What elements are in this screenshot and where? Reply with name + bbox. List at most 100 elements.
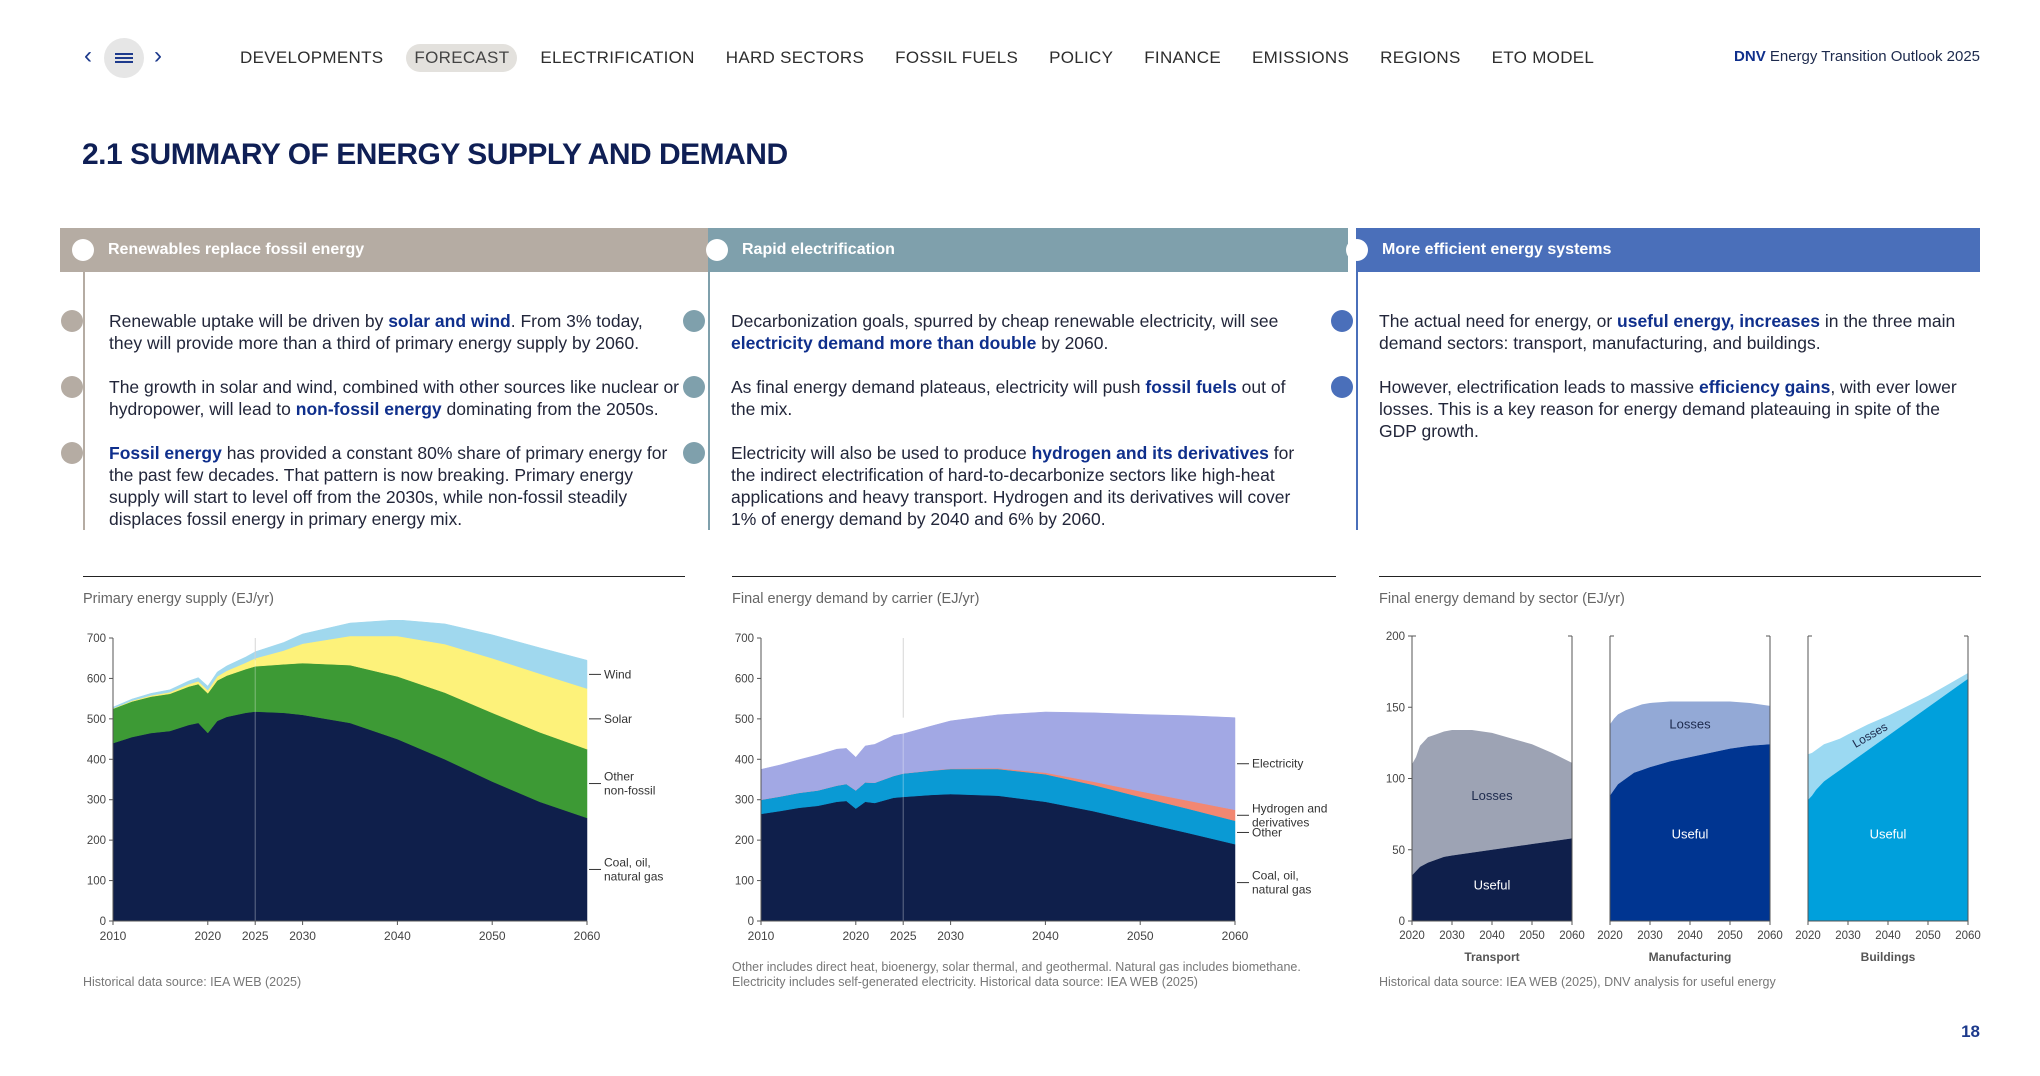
- bullet-text: However, electrification leads to massiv…: [1379, 377, 1699, 397]
- area-wind: [112, 620, 588, 709]
- y-tick-label: 50: [1392, 845, 1405, 857]
- legend-label-other: Other: [1252, 825, 1282, 839]
- brand-logo-text: DNV: [1734, 48, 1766, 65]
- area-losses-buildings: [1808, 673, 1968, 800]
- chevron-left-icon[interactable]: ‹: [84, 42, 92, 69]
- area-label-useful: Useful: [1672, 826, 1709, 841]
- x-tick-label: 2050: [1519, 930, 1545, 942]
- x-tick-label: 2020: [842, 929, 869, 943]
- bullet-text: As final energy demand plateaus, electri…: [731, 377, 1146, 397]
- y-tick-label: 400: [87, 754, 106, 766]
- tab-regions[interactable]: REGIONS: [1380, 48, 1461, 67]
- panel-label-buildings: Buildings: [1861, 950, 1916, 964]
- x-tick-label: 2030: [289, 929, 316, 943]
- highlight-term: Fossil energy: [109, 443, 222, 463]
- tab-fossil-fuels[interactable]: FOSSIL FUELS: [895, 48, 1019, 67]
- bullet-dot-icon: [683, 376, 705, 398]
- primary-energy-chart: 0 100 200 300 400 500 600 700 2010 2020 2025 2030 20…: [87, 620, 663, 943]
- bullet-text: Decarbonization goals, spurred by cheap …: [731, 311, 1279, 331]
- brand-publication: Energy Transition Outlook 2025: [1769, 48, 1980, 65]
- bullet-dot-icon: [1331, 310, 1353, 332]
- bullet-dot-icon: [61, 442, 83, 464]
- bullet-item: Renewable uptake will be driven by solar…: [61, 310, 679, 354]
- x-tick-label: 2010: [748, 929, 775, 943]
- bullet-text: for the indirect electrification of hard…: [731, 443, 1295, 529]
- bullet-item: The actual need for energy, or useful en…: [1331, 310, 1969, 354]
- chapter-tabs: DEVELOPMENTS FORECAST ELECTRIFICATION HARD …: [232, 44, 1617, 72]
- chart-title-final-by-sector: Final energy demand by sector (EJ/yr): [1379, 591, 1625, 607]
- x-tick-label: 2040: [1875, 930, 1901, 942]
- x-tick-label: 2020: [1399, 930, 1425, 942]
- x-tick-label: 2030: [1439, 930, 1465, 942]
- x-tick-label: 2030: [937, 929, 964, 943]
- final-demand-carrier-chart: 0 100 200 300 400 500 600 700 2010 2020 2025 2030 20…: [735, 633, 1328, 943]
- y-tick-label: 700: [735, 633, 754, 645]
- highlight-term: efficiency gains: [1699, 377, 1831, 397]
- tab-emissions[interactable]: EMISSIONS: [1251, 48, 1350, 67]
- x-tick-label: 2020: [1795, 930, 1821, 942]
- y-tick-label: 0: [748, 916, 754, 928]
- x-tick-label: 2040: [384, 929, 411, 943]
- x-tick-label: 2050: [1127, 929, 1154, 943]
- tab-electrification[interactable]: ELECTRIFICATION: [540, 48, 695, 67]
- bullet-item: The growth in solar and wind, combined w…: [61, 376, 680, 420]
- panel-label-transport: Transport: [1464, 950, 1519, 964]
- bullet-dot-icon: [706, 239, 728, 261]
- bullet-text: Renewable uptake will be driven by: [109, 311, 389, 331]
- bullet-text: , with ever lower losses. This is a key …: [1379, 377, 1957, 441]
- x-tick-label: 2050: [1717, 930, 1743, 942]
- bullet-text: Electricity will also be used to produce: [731, 443, 1032, 463]
- tab-finance[interactable]: FINANCE: [1144, 48, 1221, 67]
- bullet-text: The growth in solar and wind, combined w…: [109, 377, 680, 419]
- legend-label-coal-oil-natural-gas: Coal, oil, natural gas: [1252, 869, 1311, 897]
- section-header-label: More efficient energy systems: [1382, 241, 1612, 258]
- y-tick-label: 400: [735, 754, 754, 766]
- menu-button[interactable]: [104, 38, 144, 78]
- y-tick-label: 0: [1399, 916, 1405, 928]
- x-tick-label: 2020: [194, 929, 221, 943]
- bullet-text: by 2060.: [1036, 333, 1109, 353]
- bullet-dot-icon: [61, 310, 83, 332]
- brand-title: DNV Energy Transition Outlook 2025: [1734, 48, 1980, 65]
- area-label-losses: Losses: [1669, 717, 1711, 732]
- panel-label-manufacturing: Manufacturing: [1649, 950, 1732, 964]
- highlight-term: fossil fuels: [1145, 377, 1237, 397]
- tab-policy[interactable]: POLICY: [1049, 48, 1114, 67]
- chevron-right-icon[interactable]: ›: [154, 42, 162, 69]
- bullet-item: Electricity will also be used to produce…: [683, 442, 1306, 530]
- legend-label-electricity: Electricity: [1252, 757, 1303, 771]
- highlight-term: non-fossil energy: [295, 399, 442, 419]
- chart-title-final-by-carrier: Final energy demand by carrier (EJ/yr): [732, 591, 980, 607]
- chart-divider: [1379, 576, 1981, 577]
- tab-developments[interactable]: DEVELOPMENTS: [240, 48, 384, 67]
- bullet-text: in the three main demand sectors: transp…: [1379, 311, 1956, 353]
- x-tick-label: 2060: [1757, 930, 1783, 942]
- bullet-text: . From 3% today, they will provide more …: [109, 311, 643, 353]
- x-tick-label: 2040: [1677, 930, 1703, 942]
- y-tick-label: 150: [1386, 702, 1405, 714]
- section-header-renewables: Renewables replace fossil energy: [60, 228, 720, 272]
- x-tick-label: 2060: [1955, 930, 1981, 942]
- page-title: 2.1 SUMMARY OF ENERGY SUPPLY AND DEMAND: [82, 138, 788, 171]
- bullet-text: out of the mix.: [731, 377, 1286, 419]
- x-tick-label: 2025: [242, 929, 269, 943]
- x-tick-label: 2050: [1915, 930, 1941, 942]
- area-losses-manufacturing: [1610, 701, 1770, 796]
- bullet-list-electrification: Decarbonization goals, spurred by cheap …: [683, 310, 1306, 552]
- x-tick-label: 2010: [100, 929, 127, 943]
- legend-label-coal-oil-natural-gas: Coal, oil, natural gas: [604, 855, 663, 883]
- tab-eto-model[interactable]: ETO MODEL: [1491, 48, 1595, 67]
- bullet-text: The actual need for energy, or: [1379, 311, 1618, 331]
- section-header-label: Renewables replace fossil energy: [108, 241, 365, 258]
- y-tick-label: 100: [87, 876, 106, 888]
- tab-forecast[interactable]: FORECAST: [406, 44, 518, 72]
- final-demand-sector-chart: 0 50 100 150 200 2020 2030 2040 2050 2060 Transpor…: [1386, 631, 1981, 964]
- column-divider: [83, 272, 85, 530]
- legend-label-solar: Solar: [604, 712, 632, 726]
- bullet-text: dominating from the 2050s.: [441, 399, 659, 419]
- area-useful-transport: [1412, 838, 1572, 921]
- y-tick-label: 600: [87, 673, 106, 685]
- tab-hard-sectors[interactable]: HARD SECTORS: [725, 48, 865, 67]
- y-tick-label: 500: [87, 714, 106, 726]
- bullet-dot-icon: [683, 442, 705, 464]
